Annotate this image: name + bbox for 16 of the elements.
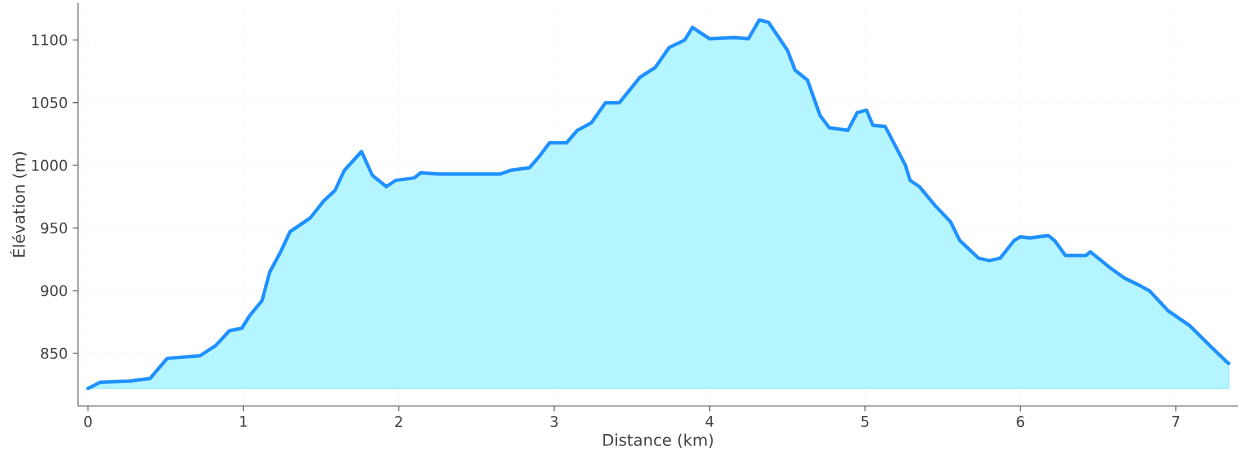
x-axis-title: Distance (km) [603, 433, 713, 448]
y-tick-label: 850 [40, 347, 67, 359]
x-tick-label: 3 [550, 416, 558, 428]
x-tick-label: 1 [240, 416, 247, 427]
x-tick-label: 5 [861, 416, 869, 427]
y-tick-label: 1050 [32, 97, 67, 109]
y-tick-label: 950 [40, 222, 67, 234]
y-axis-title: Élévation (m) [9, 152, 27, 257]
x-tick-label: 0 [84, 416, 92, 428]
x-tick-label: 6 [1016, 416, 1025, 428]
x-tick-label: 4 [705, 416, 714, 427]
y-tick-label: 1100 [32, 34, 67, 46]
x-tick-label: 2 [395, 416, 402, 427]
x-tick-label: 7 [1172, 416, 1180, 427]
y-tick-label: 900 [40, 285, 67, 297]
y-tick-label: 1000 [32, 159, 67, 171]
